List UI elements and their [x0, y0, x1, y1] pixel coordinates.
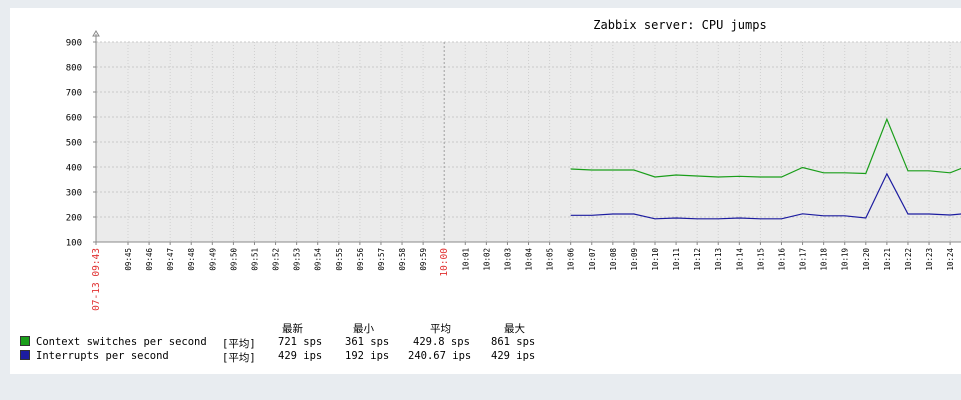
legend-last-context-switches: 721 sps: [278, 336, 323, 348]
x-tick-label: 09:48: [187, 248, 196, 271]
legend-header-min: 最小: [353, 323, 374, 335]
x-tick-label: 10:06: [567, 248, 576, 271]
legend-min-context-switches: 361 sps: [345, 336, 390, 348]
legend-avg-interrupts: 240.67 ips: [408, 350, 472, 362]
x-tick-label: 09:47: [166, 248, 175, 271]
x-tick-label: 10:02: [482, 248, 491, 271]
legend-avg-context-switches: 429.8 sps: [413, 336, 470, 348]
legend-name-interrupts: Interrupts per second: [36, 350, 169, 362]
x-tick-label: 10:14: [735, 248, 744, 271]
x-tick-label: 10:00: [439, 248, 450, 277]
x-tick-label: 10:18: [820, 248, 829, 271]
x-tick-label: 09:46: [145, 248, 154, 271]
y-tick-label: 800: [66, 64, 82, 74]
legend-min-interrupts: 192 ips: [345, 350, 390, 362]
y-tick-label: 300: [66, 189, 82, 199]
x-tick-label: 09:52: [272, 248, 281, 271]
y-tick-label: 600: [66, 114, 82, 124]
legend-last-interrupts: 429 ips: [278, 350, 323, 362]
legend-header-last: 最新: [282, 323, 303, 335]
x-tick-label: 09:50: [229, 248, 238, 271]
x-tick-label: 09:53: [293, 248, 302, 271]
x-tick-label: 09:45: [124, 248, 133, 271]
x-tick-label: 10:08: [609, 248, 618, 271]
y-axis-arrow: [92, 30, 100, 37]
cpu-jumps-chart: 100 200 300 400 500 600 700 800 900 07-13 09:43 09…: [66, 18, 961, 311]
graph-panel: 100 200 300 400 500 600 700 800 900 07-13 09:43 09…: [10, 8, 961, 374]
x-tick-label: 10:17: [799, 248, 808, 271]
x-tick-label: 09:51: [250, 248, 259, 271]
x-tick-label: 09:58: [398, 248, 407, 271]
x-tick-label: 09:59: [419, 248, 428, 271]
legend-max-context-switches: 861 sps: [491, 336, 536, 348]
legend-swatch-context-switches: [20, 336, 30, 346]
x-tick-label: 10:04: [525, 248, 534, 271]
x-tick-label: 07-13 09:43: [91, 248, 102, 311]
y-tick-label: 700: [66, 89, 82, 99]
x-tick-label: 10:24: [946, 248, 955, 271]
x-tick-label: 10:11: [672, 248, 681, 271]
y-tick-label: 900: [66, 39, 82, 49]
x-tick-label: 09:54: [314, 248, 323, 271]
x-tick-label: 10:19: [841, 248, 850, 271]
legend-max-interrupts: 429 ips: [491, 350, 536, 362]
x-tick-label: 10:07: [588, 248, 597, 271]
x-tick-label: 10:12: [693, 248, 702, 271]
x-tick-label: 10:13: [714, 248, 723, 271]
legend-header-avg: 平均: [430, 323, 451, 335]
x-tick-label: 10:15: [756, 248, 765, 271]
legend-header-max: 最大: [504, 323, 525, 335]
x-tick-label: 09:56: [356, 248, 365, 271]
series-line-context-switches: [570, 117, 961, 178]
x-tick-label: 10:21: [883, 248, 892, 271]
x-tick-label: 10:23: [925, 248, 934, 271]
chart-title: Zabbix server: CPU jumps: [593, 18, 766, 32]
x-tick-label: 10:05: [546, 248, 555, 271]
x-tick-label: 10:10: [651, 248, 660, 271]
y-tick-label: 500: [66, 139, 82, 149]
y-tick-label: 400: [66, 164, 82, 174]
x-tick-label: 09:49: [208, 248, 217, 271]
legend-swatch-interrupts: [20, 350, 30, 360]
y-tick-label: 100: [66, 239, 82, 249]
x-tick-label: 10:01: [461, 248, 470, 271]
x-tick-label: 10:22: [904, 248, 913, 271]
x-tick-label: 10:09: [630, 248, 639, 271]
legend-name-context-switches: Context switches per second: [36, 336, 207, 348]
x-tick-label: 10:03: [503, 248, 512, 271]
y-tick-label: 200: [66, 214, 82, 224]
series-line-interrupts: [570, 172, 961, 220]
x-tick-label: 09:55: [335, 248, 344, 271]
x-tick-label: 10:20: [862, 248, 871, 271]
legend-func-interrupts: [平均]: [222, 352, 256, 364]
legend-func-context-switches: [平均]: [222, 338, 256, 350]
x-tick-label: 09:57: [377, 248, 386, 271]
x-tick-label: 10:16: [777, 248, 786, 271]
